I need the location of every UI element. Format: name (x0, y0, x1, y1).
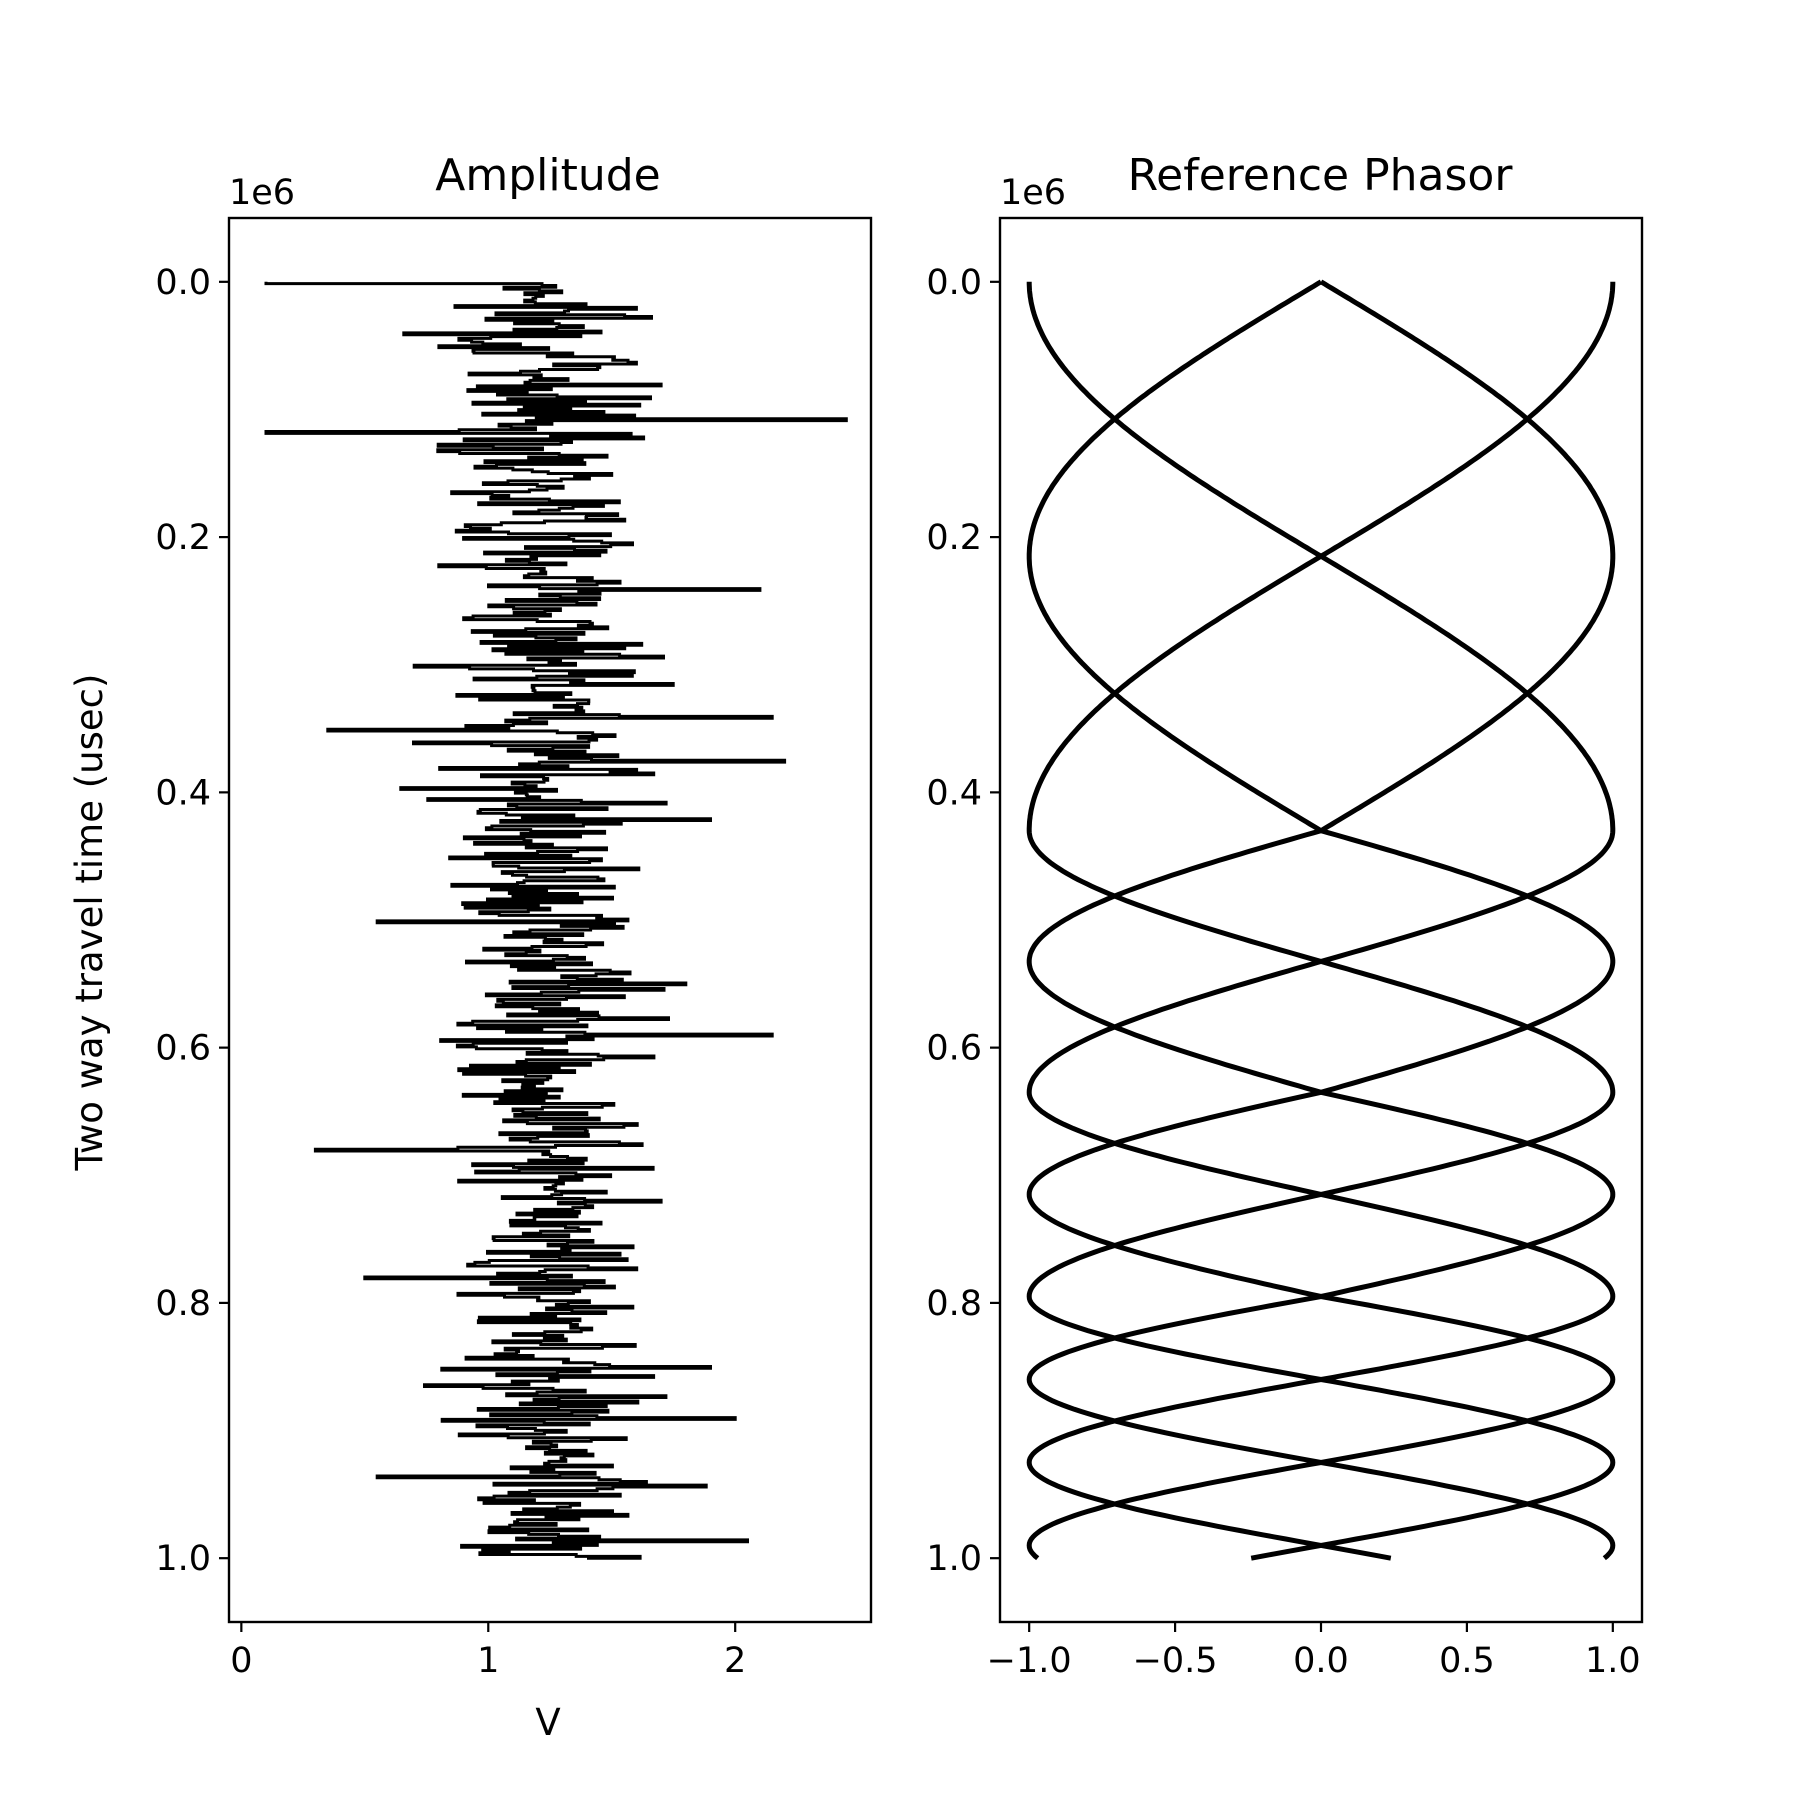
amplitude-y-tick-label: 0.0 (155, 263, 211, 303)
amplitude-x-tick-label: 0 (230, 1641, 252, 1681)
phasor-y-tick-label: 0.2 (926, 518, 982, 558)
phasor-x-ticks: −1.0 −0.5 0.0 0.5 1.0 (987, 1622, 1641, 1681)
amplitude-panel: Amplitude 1e6 Two way travel time (usec)… (68, 150, 873, 1744)
phasor-panel: Reference Phasor 1e6 −1.0 −0.5 0.0 0.5 1.0 0… (926, 150, 1644, 1681)
amplitude-x-tick-label: 2 (724, 1641, 746, 1681)
amplitude-x-ticks: 0 1 2 (230, 1622, 746, 1681)
phasor-x-tick-label: −1.0 (987, 1641, 1072, 1681)
phasor-y-tick-label: 0.4 (926, 773, 982, 813)
amplitude-y-ticks: 0.0 0.2 0.4 0.6 0.8 1.0 (155, 263, 229, 1579)
amplitude-axes-frame (227, 216, 873, 1624)
phasor-y-tick-label: 0.8 (926, 1284, 982, 1324)
amplitude-y-tick-label: 0.6 (155, 1029, 211, 1069)
amplitude-trace (264, 281, 848, 1560)
amplitude-x-axis-label: V (535, 1701, 560, 1744)
phasor-y-ticks: 0.0 0.2 0.4 0.6 0.8 1.0 (926, 263, 1000, 1579)
amplitude-y-tick-label: 0.2 (155, 518, 211, 558)
phasor-lines (1026, 279, 1616, 1561)
phasor-x-tick-label: −0.5 (1133, 1641, 1218, 1681)
phasor-line-neg-cos (1026, 281, 1616, 1561)
phasor-x-tick-label: 1.0 (1585, 1641, 1641, 1681)
amplitude-title: Amplitude (435, 150, 660, 201)
phasor-x-tick-label: 0.5 (1439, 1641, 1495, 1681)
phasor-y-tick-label: 1.0 (926, 1539, 982, 1579)
phasor-y-tick-label: 0.0 (926, 263, 982, 303)
amplitude-y-tick-label: 0.4 (155, 773, 211, 813)
amplitude-x-tick-label: 1 (477, 1641, 499, 1681)
amplitude-y-axis-label: Two way travel time (usec) (68, 674, 111, 1172)
amplitude-y-tick-label: 1.0 (155, 1539, 211, 1579)
phasor-axes-frame (998, 216, 1644, 1624)
phasor-y-tick-label: 0.6 (926, 1029, 982, 1069)
amplitude-y-offset-label: 1e6 (229, 173, 295, 213)
phasor-line-neg-sin (1026, 279, 1616, 1561)
amplitude-y-tick-label: 0.8 (155, 1284, 211, 1324)
phasor-line-sin (1026, 279, 1616, 1561)
phasor-title: Reference Phasor (1128, 150, 1514, 201)
phasor-x-tick-label: 0.0 (1293, 1641, 1349, 1681)
phasor-y-offset-label: 1e6 (1000, 173, 1066, 213)
phasor-line-cos (1026, 281, 1616, 1561)
